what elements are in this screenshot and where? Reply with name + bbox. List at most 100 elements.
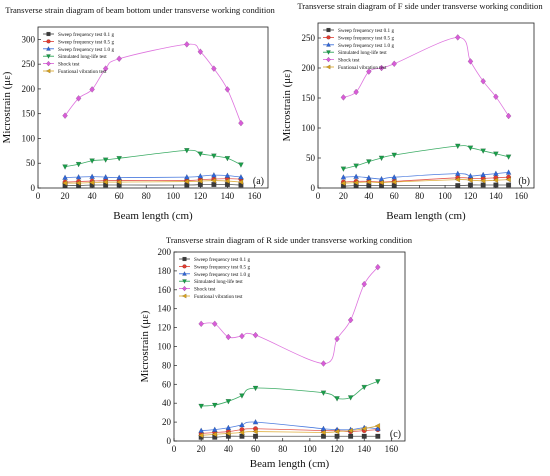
y-tick-label: 250 bbox=[22, 59, 36, 69]
legend-label: Sweep frequency test 1.0 g bbox=[58, 46, 114, 53]
data-point bbox=[347, 395, 354, 401]
data-point bbox=[252, 331, 259, 339]
series-4 bbox=[340, 143, 512, 172]
data-point bbox=[493, 93, 499, 101]
data-point bbox=[211, 402, 218, 409]
x-tick-label: 120 bbox=[330, 444, 344, 454]
data-point bbox=[224, 156, 231, 162]
series-line bbox=[343, 179, 509, 184]
series-1 bbox=[62, 182, 244, 189]
data-point bbox=[184, 41, 190, 48]
legend-marker bbox=[326, 50, 331, 55]
data-point bbox=[197, 178, 203, 184]
data-point bbox=[348, 433, 354, 439]
legend-label: Sweep frequency test 0.1 g bbox=[338, 27, 394, 34]
y-tick-label: 250 bbox=[302, 33, 316, 43]
data-point bbox=[198, 320, 204, 328]
data-point bbox=[391, 152, 398, 159]
chart-title: Transverse strain diagram of R side unde… bbox=[166, 235, 413, 245]
series-line bbox=[65, 174, 241, 178]
y-tick-label: 150 bbox=[302, 93, 316, 103]
y-axis-label: Microstrain (με) bbox=[1, 71, 13, 143]
x-tick-label: 160 bbox=[515, 191, 529, 201]
data-point bbox=[340, 166, 347, 172]
data-point bbox=[239, 393, 245, 399]
data-point bbox=[211, 431, 218, 438]
panel-label: (b) bbox=[518, 176, 530, 187]
legend-label: Sweep frequency test 0.5 g bbox=[58, 38, 114, 45]
plot-frame bbox=[37, 26, 269, 189]
data-point bbox=[365, 179, 372, 185]
y-tick-label: 50 bbox=[306, 153, 316, 163]
x-tick-label: 0 bbox=[172, 444, 177, 454]
y-tick-label: 180 bbox=[158, 266, 172, 276]
x-tick-label: 20 bbox=[339, 191, 349, 201]
data-point bbox=[197, 151, 204, 158]
data-point bbox=[454, 176, 461, 183]
data-point bbox=[353, 173, 359, 179]
data-point bbox=[62, 174, 68, 180]
x-tick-label: 160 bbox=[248, 191, 262, 201]
legend-marker bbox=[182, 279, 187, 284]
chart-panel-3: Transverse strain diagram of R side unde… bbox=[139, 235, 413, 470]
series-3 bbox=[62, 171, 244, 180]
data-point bbox=[210, 177, 217, 184]
x-tick-label: 20 bbox=[61, 191, 71, 201]
legend-marker bbox=[46, 60, 51, 67]
x-tick-label: 80 bbox=[415, 191, 425, 201]
data-point bbox=[253, 433, 259, 439]
legend-marker bbox=[182, 256, 187, 262]
series-6 bbox=[340, 176, 511, 187]
x-tick-label: 160 bbox=[385, 444, 399, 454]
series-line bbox=[65, 178, 241, 183]
y-tick-label: 120 bbox=[158, 323, 172, 333]
data-point bbox=[378, 64, 385, 72]
data-point bbox=[374, 425, 381, 431]
data-point bbox=[224, 178, 230, 184]
series-line bbox=[64, 43, 242, 124]
series-line bbox=[65, 180, 241, 184]
chart-title: Transverse strain diagram of beam bottom… bbox=[5, 5, 275, 15]
data-point bbox=[391, 174, 398, 180]
legend-marker bbox=[325, 64, 331, 70]
series-line bbox=[64, 149, 242, 168]
data-point bbox=[391, 179, 397, 185]
data-point bbox=[374, 423, 381, 429]
x-tick-label: 40 bbox=[88, 191, 98, 201]
y-tick-label: 0 bbox=[311, 183, 316, 193]
legend-label: Sweep frequency test 0.1 g bbox=[194, 256, 250, 263]
data-point bbox=[505, 176, 511, 183]
legend-marker bbox=[46, 31, 51, 37]
y-tick-label: 20 bbox=[162, 417, 172, 427]
legend-marker bbox=[182, 264, 187, 269]
data-point bbox=[361, 425, 367, 432]
y-tick-label: 50 bbox=[26, 158, 36, 168]
x-tick-label: 140 bbox=[489, 191, 503, 201]
data-point bbox=[480, 148, 487, 154]
series-line bbox=[201, 428, 378, 434]
data-point bbox=[239, 332, 245, 340]
legend-marker bbox=[326, 56, 331, 63]
x-tick-label: 100 bbox=[438, 191, 452, 201]
y-axis-label: Microstrain (με) bbox=[281, 69, 293, 141]
legend-label: Funtional vibration test bbox=[58, 69, 107, 75]
chart-panel-2: Transverse strain diagram of F side unde… bbox=[281, 1, 543, 222]
data-point bbox=[239, 433, 245, 439]
data-point bbox=[238, 173, 244, 180]
series-5 bbox=[340, 34, 512, 120]
data-point bbox=[320, 425, 327, 431]
data-point bbox=[198, 427, 205, 433]
data-point bbox=[347, 427, 353, 434]
data-point bbox=[238, 119, 244, 127]
legend-label: Sweep frequency test 0.5 g bbox=[194, 263, 250, 270]
data-point bbox=[225, 430, 231, 437]
data-point bbox=[375, 433, 381, 439]
data-point bbox=[455, 183, 461, 189]
data-point bbox=[505, 169, 512, 175]
data-point bbox=[89, 158, 95, 164]
y-tick-label: 80 bbox=[162, 360, 172, 370]
legend-marker bbox=[326, 42, 331, 47]
